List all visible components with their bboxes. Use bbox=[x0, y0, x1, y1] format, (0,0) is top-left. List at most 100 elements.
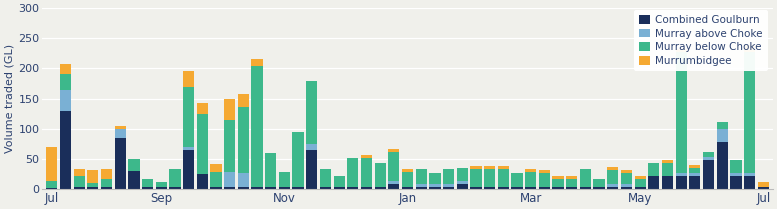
Bar bbox=[538, 173, 550, 187]
Bar bbox=[607, 170, 618, 184]
Bar bbox=[525, 187, 536, 189]
Bar bbox=[197, 114, 208, 174]
Bar bbox=[402, 187, 413, 189]
Bar bbox=[60, 64, 71, 74]
Bar bbox=[320, 187, 331, 189]
Bar bbox=[306, 144, 317, 150]
Bar bbox=[238, 187, 249, 189]
Bar bbox=[128, 159, 140, 171]
Bar bbox=[388, 181, 399, 184]
Bar bbox=[703, 152, 714, 157]
Bar bbox=[402, 168, 413, 172]
Bar bbox=[60, 111, 71, 189]
Bar bbox=[580, 168, 591, 187]
Bar bbox=[716, 142, 728, 189]
Bar bbox=[525, 172, 536, 187]
Bar bbox=[142, 187, 153, 189]
Bar bbox=[470, 168, 482, 187]
Bar bbox=[470, 187, 482, 189]
Bar bbox=[306, 80, 317, 144]
Bar bbox=[87, 170, 99, 183]
Bar bbox=[375, 187, 386, 189]
Bar bbox=[265, 153, 277, 187]
Bar bbox=[703, 160, 714, 189]
Bar bbox=[607, 167, 618, 170]
Bar bbox=[388, 184, 399, 189]
Bar bbox=[730, 176, 741, 189]
Bar bbox=[183, 147, 194, 150]
Bar bbox=[703, 157, 714, 160]
Bar bbox=[443, 184, 455, 187]
Bar bbox=[375, 163, 386, 187]
Bar bbox=[74, 168, 85, 176]
Bar bbox=[211, 172, 221, 187]
Bar bbox=[484, 187, 495, 189]
Bar bbox=[211, 187, 221, 189]
Bar bbox=[552, 187, 563, 189]
Bar bbox=[511, 173, 523, 187]
Bar bbox=[457, 184, 468, 189]
Bar bbox=[279, 187, 290, 189]
Bar bbox=[252, 59, 263, 66]
Bar bbox=[320, 168, 331, 187]
Bar bbox=[74, 176, 85, 187]
Bar bbox=[142, 179, 153, 187]
Bar bbox=[443, 168, 455, 184]
Bar bbox=[46, 181, 57, 188]
Bar bbox=[716, 121, 728, 129]
Bar bbox=[87, 187, 99, 189]
Bar bbox=[511, 187, 523, 189]
Bar bbox=[621, 173, 632, 184]
Bar bbox=[333, 176, 345, 187]
Bar bbox=[238, 173, 249, 187]
Bar bbox=[457, 181, 468, 184]
Bar bbox=[744, 52, 755, 173]
Bar bbox=[169, 168, 180, 187]
Bar bbox=[498, 166, 509, 168]
Bar bbox=[470, 166, 482, 168]
Bar bbox=[265, 187, 277, 189]
Bar bbox=[607, 184, 618, 187]
Bar bbox=[361, 158, 372, 187]
Bar bbox=[525, 168, 536, 172]
Bar bbox=[115, 129, 126, 138]
Bar bbox=[224, 120, 235, 172]
Bar bbox=[566, 179, 577, 187]
Bar bbox=[648, 176, 660, 189]
Bar bbox=[224, 99, 235, 120]
Bar bbox=[402, 172, 413, 187]
Bar bbox=[416, 187, 427, 189]
Bar bbox=[552, 176, 563, 179]
Bar bbox=[101, 168, 112, 179]
Bar bbox=[594, 179, 605, 187]
Bar bbox=[347, 187, 358, 189]
Bar bbox=[416, 168, 427, 184]
Bar bbox=[183, 150, 194, 189]
Bar bbox=[443, 187, 455, 189]
Bar bbox=[60, 74, 71, 90]
Bar bbox=[484, 168, 495, 187]
Bar bbox=[197, 103, 208, 114]
Bar bbox=[744, 173, 755, 176]
Bar bbox=[744, 45, 755, 52]
Y-axis label: Volume traded (GL): Volume traded (GL) bbox=[4, 44, 14, 153]
Bar bbox=[689, 176, 700, 189]
Bar bbox=[388, 152, 399, 181]
Bar bbox=[689, 168, 700, 173]
Bar bbox=[744, 176, 755, 189]
Bar bbox=[566, 187, 577, 189]
Bar bbox=[416, 184, 427, 187]
Bar bbox=[197, 174, 208, 189]
Bar bbox=[716, 129, 728, 142]
Bar bbox=[292, 187, 304, 189]
Bar bbox=[662, 159, 673, 163]
Bar bbox=[279, 172, 290, 187]
Bar bbox=[635, 187, 646, 189]
Bar bbox=[689, 173, 700, 176]
Bar bbox=[155, 187, 167, 189]
Bar bbox=[429, 187, 441, 189]
Bar bbox=[333, 187, 345, 189]
Bar bbox=[347, 158, 358, 187]
Bar bbox=[252, 187, 263, 189]
Bar bbox=[675, 49, 687, 52]
